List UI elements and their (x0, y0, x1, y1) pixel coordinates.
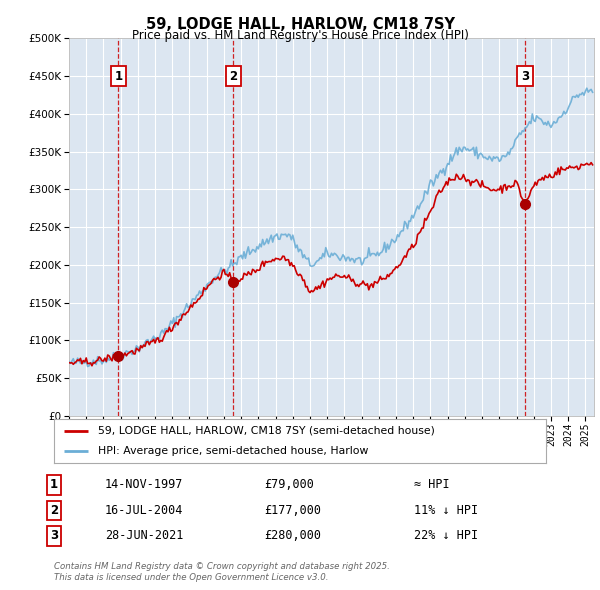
Text: Contains HM Land Registry data © Crown copyright and database right 2025.: Contains HM Land Registry data © Crown c… (54, 562, 390, 571)
Text: 59, LODGE HALL, HARLOW, CM18 7SY: 59, LODGE HALL, HARLOW, CM18 7SY (146, 17, 455, 31)
Text: Price paid vs. HM Land Registry's House Price Index (HPI): Price paid vs. HM Land Registry's House … (131, 30, 469, 42)
Text: 22% ↓ HPI: 22% ↓ HPI (414, 529, 478, 542)
Text: 3: 3 (50, 529, 58, 542)
Text: £280,000: £280,000 (264, 529, 321, 542)
Text: 2: 2 (229, 70, 237, 83)
Text: 2: 2 (50, 504, 58, 517)
Text: This data is licensed under the Open Government Licence v3.0.: This data is licensed under the Open Gov… (54, 573, 329, 582)
Text: 3: 3 (521, 70, 529, 83)
Text: 28-JUN-2021: 28-JUN-2021 (105, 529, 184, 542)
Text: £177,000: £177,000 (264, 504, 321, 517)
Text: £79,000: £79,000 (264, 478, 314, 491)
Text: HPI: Average price, semi-detached house, Harlow: HPI: Average price, semi-detached house,… (98, 446, 368, 456)
Text: 11% ↓ HPI: 11% ↓ HPI (414, 504, 478, 517)
Text: 14-NOV-1997: 14-NOV-1997 (105, 478, 184, 491)
Text: 1: 1 (50, 478, 58, 491)
Text: 1: 1 (115, 70, 122, 83)
Text: ≈ HPI: ≈ HPI (414, 478, 449, 491)
Text: 16-JUL-2004: 16-JUL-2004 (105, 504, 184, 517)
Text: 59, LODGE HALL, HARLOW, CM18 7SY (semi-detached house): 59, LODGE HALL, HARLOW, CM18 7SY (semi-d… (98, 426, 435, 436)
